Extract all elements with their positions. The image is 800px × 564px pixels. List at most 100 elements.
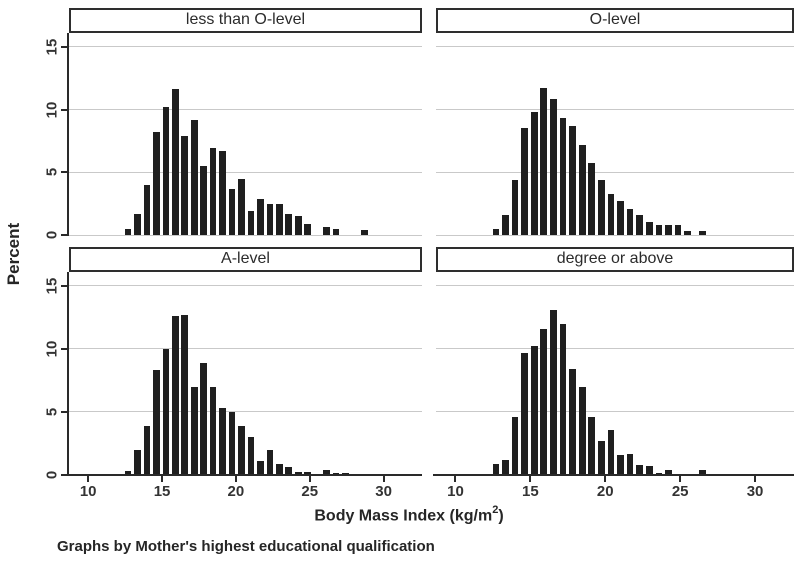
histogram-bar <box>521 352 529 475</box>
histogram-bar <box>247 211 255 235</box>
histogram-bar <box>134 213 141 235</box>
histogram-bar <box>181 314 189 475</box>
x-axis-tick-label: 20 <box>596 483 614 500</box>
histogram-bar <box>617 454 624 475</box>
y-axis-tick <box>61 45 67 48</box>
histogram-bar <box>323 227 330 235</box>
histogram-bar <box>134 449 141 475</box>
histogram-bar <box>257 461 264 475</box>
histogram-bar <box>257 198 264 235</box>
x-axis-tick <box>604 476 607 482</box>
gridline <box>436 411 794 413</box>
histogram-bar <box>578 386 586 475</box>
histogram-bar <box>636 214 644 235</box>
gridline <box>69 171 422 173</box>
y-axis-tick-label: 15 <box>43 38 61 56</box>
histogram-bar <box>502 459 509 475</box>
histogram-bar <box>521 128 529 235</box>
x-axis-tick <box>529 476 532 482</box>
x-axis-tick <box>87 476 90 482</box>
y-axis-tick <box>61 234 67 236</box>
gridline <box>69 46 422 48</box>
panel-less-than-o-level: less than O-level 0 5 10 15 <box>44 8 422 239</box>
histogram-bar <box>219 408 226 475</box>
histogram-bar <box>626 208 634 235</box>
y-axis-title: Percent <box>4 222 23 286</box>
gridline <box>436 234 794 236</box>
histogram-bar <box>645 222 653 235</box>
x-axis-tick <box>308 476 311 482</box>
x-axis-tick <box>679 476 682 482</box>
gridline <box>436 109 794 111</box>
histogram-bar <box>238 178 245 235</box>
x-axis-tick-label: 25 <box>671 483 689 500</box>
y-axis-tick <box>61 284 67 287</box>
y-axis-line <box>67 272 69 476</box>
y-axis-tick-label: 0 <box>43 470 61 480</box>
histogram-bar <box>361 229 368 235</box>
histogram-bar <box>162 348 170 475</box>
histogram-bar <box>569 369 576 475</box>
histogram-bar <box>209 386 217 475</box>
y-axis-tick <box>61 108 67 111</box>
x-axis-tick-label: 15 <box>522 483 539 500</box>
histogram-bar <box>502 214 509 235</box>
panel-title-box: A-level <box>69 247 422 272</box>
histogram-bar <box>559 118 567 235</box>
histogram-bar <box>181 135 189 235</box>
x-axis-tick <box>454 476 457 482</box>
x-axis-line <box>433 474 794 476</box>
y-axis-tick <box>61 474 67 476</box>
histogram-bar <box>162 107 170 235</box>
histogram-bar <box>511 179 519 235</box>
histogram-bar <box>332 228 340 235</box>
histogram-bar <box>304 223 311 235</box>
x-axis-tick <box>161 476 164 482</box>
gridline <box>69 285 422 287</box>
histogram-bar <box>172 89 179 235</box>
histogram-bar <box>247 437 255 475</box>
panel-title: less than O-level <box>185 11 306 28</box>
x-axis-title: Body Mass Index (kg/m2) <box>69 504 749 525</box>
panel-degree-or-above: degree or above 10 15 20 25 30 <box>433 247 794 500</box>
plot-area: 0 5 10 15 10 15 20 25 30 <box>44 272 422 500</box>
histogram-bar <box>323 469 330 475</box>
histogram-bar <box>665 224 672 235</box>
histogram-bar <box>598 440 605 475</box>
histogram-bar <box>665 469 672 475</box>
histogram-bar <box>617 201 624 235</box>
panel-title-box: degree or above <box>436 247 794 272</box>
histogram-bar <box>607 193 615 235</box>
y-axis-tick-label: 5 <box>43 168 61 177</box>
histogram-bar <box>699 230 706 235</box>
y-axis-tick-label: 15 <box>43 277 61 295</box>
histogram-bar <box>588 163 596 235</box>
histogram-bar <box>153 132 160 235</box>
x-axis-tick-label: 10 <box>79 483 97 500</box>
histogram-bar <box>294 471 302 475</box>
histogram-bar <box>219 150 226 235</box>
histogram-bar <box>684 231 691 235</box>
histogram-bar <box>636 464 644 475</box>
histogram-bar <box>550 309 557 475</box>
histogram-bar <box>530 112 538 235</box>
histogram-bar <box>569 125 576 235</box>
y-axis-tick-label: 10 <box>43 101 61 118</box>
histogram-bar <box>172 316 179 475</box>
gridline <box>69 109 422 111</box>
y-axis-tick <box>61 171 67 174</box>
histogram-bar <box>228 411 236 475</box>
plot-area <box>436 33 794 236</box>
x-axis-tick <box>754 476 757 482</box>
histogram-bar <box>699 469 706 475</box>
histogram-bar <box>143 425 151 475</box>
x-axis-tick-label: 15 <box>153 483 171 500</box>
y-axis-tick <box>61 347 67 350</box>
histogram-bar <box>674 224 682 235</box>
histogram-bar <box>550 99 557 235</box>
plot-area: 10 15 20 25 30 <box>433 272 794 500</box>
gridline <box>69 411 422 413</box>
histogram-bar <box>511 417 519 475</box>
histogram-bar <box>492 228 500 235</box>
